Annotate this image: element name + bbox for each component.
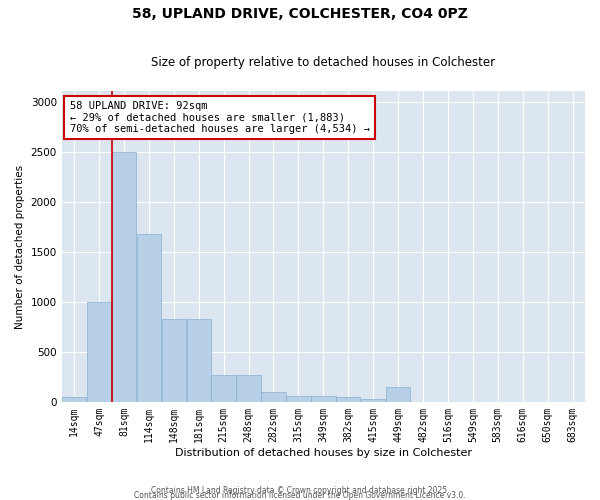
Bar <box>62 397 86 402</box>
Bar <box>161 318 186 402</box>
Text: 58 UPLAND DRIVE: 92sqm
← 29% of detached houses are smaller (1,883)
70% of semi-: 58 UPLAND DRIVE: 92sqm ← 29% of detached… <box>70 101 370 134</box>
Bar <box>311 396 335 402</box>
Bar <box>386 387 410 402</box>
Bar <box>187 318 211 402</box>
Bar <box>336 397 361 402</box>
Title: Size of property relative to detached houses in Colchester: Size of property relative to detached ho… <box>151 56 496 70</box>
Bar <box>112 152 136 402</box>
Text: Contains HM Land Registry data © Crown copyright and database right 2025.: Contains HM Land Registry data © Crown c… <box>151 486 449 495</box>
X-axis label: Distribution of detached houses by size in Colchester: Distribution of detached houses by size … <box>175 448 472 458</box>
Bar <box>286 396 311 402</box>
Bar <box>137 234 161 402</box>
Bar <box>211 375 236 402</box>
Bar <box>361 399 385 402</box>
Text: Contains public sector information licensed under the Open Government Licence v3: Contains public sector information licen… <box>134 490 466 500</box>
Y-axis label: Number of detached properties: Number of detached properties <box>15 164 25 328</box>
Text: 58, UPLAND DRIVE, COLCHESTER, CO4 0PZ: 58, UPLAND DRIVE, COLCHESTER, CO4 0PZ <box>132 8 468 22</box>
Bar <box>261 392 286 402</box>
Bar <box>87 302 111 402</box>
Bar <box>236 375 261 402</box>
